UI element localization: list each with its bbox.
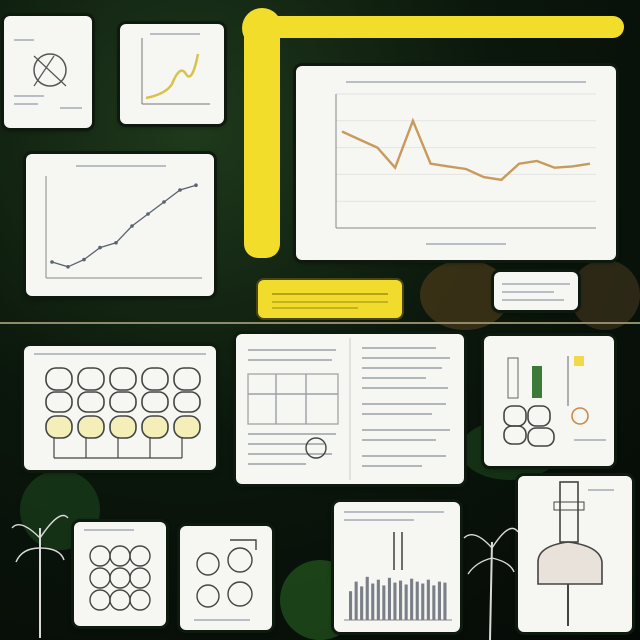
- data-point: [82, 257, 86, 262]
- data-point: [50, 260, 54, 264]
- cells-panel-2: [180, 526, 272, 630]
- plant-icon: [463, 527, 519, 640]
- bar: [432, 585, 436, 620]
- bar: [415, 581, 419, 620]
- bar: [376, 579, 380, 620]
- diagram-panel: [4, 16, 92, 128]
- plant-icon: [11, 514, 69, 638]
- line-chart: [335, 81, 596, 245]
- yellow-pipe-horizontal: [244, 16, 624, 38]
- data-point: [114, 241, 118, 245]
- growth-chart: [45, 165, 202, 279]
- bar: [393, 582, 397, 620]
- yellow-label-tag: [258, 280, 402, 318]
- bar: [349, 591, 353, 620]
- bar: [443, 582, 447, 620]
- bar: [437, 581, 441, 620]
- chart-gridlines: [336, 93, 596, 229]
- bar: [382, 585, 386, 620]
- data-point: [66, 265, 70, 269]
- bar: [404, 584, 408, 620]
- data-point: [162, 200, 166, 204]
- bottle-icon: [559, 481, 579, 543]
- open-document-panel: [236, 334, 464, 484]
- data-point: [130, 224, 134, 228]
- bar: [410, 578, 414, 620]
- bar: [360, 586, 364, 620]
- series-line: [51, 184, 197, 268]
- apparatus-panel: [484, 336, 614, 466]
- bar: [387, 577, 391, 620]
- label-card: [494, 272, 578, 310]
- shelf-divider: [0, 322, 640, 324]
- bar: [426, 579, 430, 620]
- series-line: [341, 117, 591, 182]
- bar-chart-panel: [334, 502, 460, 632]
- bar: [421, 583, 425, 620]
- bar: [365, 576, 369, 620]
- yellow-pipe-vertical: [244, 14, 280, 258]
- bar: [371, 583, 375, 620]
- growth-chart-panel: [26, 154, 214, 296]
- foliage-blob: [570, 260, 640, 330]
- bar: [354, 581, 358, 620]
- bottle-panel: [518, 476, 632, 632]
- data-point: [178, 188, 182, 192]
- data-point: [146, 212, 150, 216]
- cells-panel-1: [74, 522, 166, 626]
- series-points: [50, 183, 198, 269]
- bar-series: [349, 576, 447, 620]
- data-point: [98, 245, 102, 250]
- yellow-pipe-joint: [242, 8, 282, 48]
- cell-grid-panel: [24, 346, 216, 470]
- bar-chart: [344, 511, 452, 621]
- data-point: [194, 183, 198, 187]
- bar: [399, 580, 403, 620]
- curve-panel: [120, 24, 224, 124]
- line-chart-panel: [296, 66, 616, 260]
